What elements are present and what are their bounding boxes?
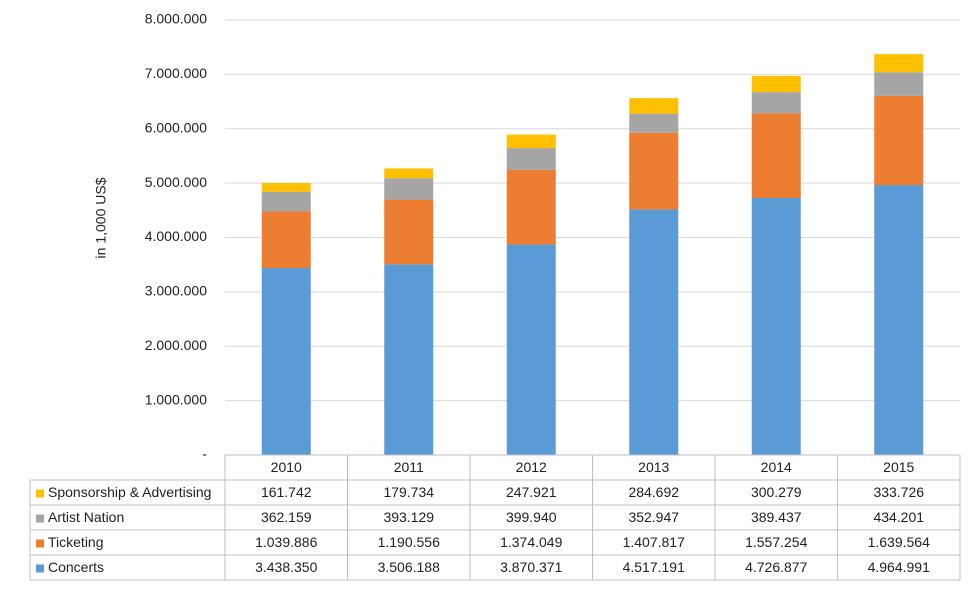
table-cell: 4.517.191 xyxy=(623,559,685,575)
y-tick-label: 4.000.000 xyxy=(145,228,207,244)
y-tick-label: 2.000.000 xyxy=(145,337,207,353)
x-tick-label: 2012 xyxy=(516,459,547,475)
legend-label: Concerts xyxy=(48,559,104,575)
table-cell: 4.726.877 xyxy=(745,559,807,575)
legend-swatch xyxy=(36,514,44,523)
bar-segment xyxy=(384,168,434,179)
y-tick-label: 1.000.000 xyxy=(145,391,207,407)
table-cell: 161.742 xyxy=(261,484,312,500)
table-cell: 4.964.991 xyxy=(868,559,930,575)
bar-segment xyxy=(751,92,801,114)
table-cell: 1.374.049 xyxy=(500,534,562,550)
table-cell: 1.407.817 xyxy=(623,534,685,550)
bar-segment xyxy=(629,98,679,114)
table-cell: 362.159 xyxy=(261,509,312,525)
table-cell: 352.947 xyxy=(628,509,679,525)
legend-label: Sponsorship & Advertising xyxy=(48,484,211,500)
table-cell: 3.506.188 xyxy=(378,559,440,575)
table-cell: 300.279 xyxy=(751,484,802,500)
bar-segment xyxy=(874,95,924,186)
bar-segment xyxy=(384,264,434,455)
table-cell: 3.870.371 xyxy=(500,559,562,575)
bar-segment xyxy=(751,197,801,455)
table-cell: 3.438.350 xyxy=(255,559,317,575)
legend-label: Artist Nation xyxy=(48,509,124,525)
bar-segment xyxy=(261,268,311,455)
x-tick-label: 2014 xyxy=(761,459,792,475)
table-cell: 333.726 xyxy=(873,484,924,500)
bar-segment xyxy=(384,178,434,200)
bar-segment xyxy=(874,54,924,73)
legend-swatch xyxy=(36,564,44,573)
bar-segment xyxy=(629,132,679,210)
x-tick-label: 2011 xyxy=(394,459,424,475)
table-cell: 393.129 xyxy=(383,509,434,525)
y-axis-label: in 1,000 US$ xyxy=(93,177,109,258)
y-tick-label: - xyxy=(202,446,207,462)
bar-segment xyxy=(261,191,311,212)
y-tick-label: 7.000.000 xyxy=(145,65,207,81)
x-tick-label: 2015 xyxy=(883,459,914,475)
table-cell: 284.692 xyxy=(628,484,679,500)
bar-segment xyxy=(261,211,311,269)
table-cell: 179.734 xyxy=(383,484,434,500)
bar-segment xyxy=(506,169,556,245)
legend-swatch xyxy=(36,489,44,498)
table-cell: 389.437 xyxy=(751,509,802,525)
table-cell: 399.940 xyxy=(506,509,557,525)
table-cell: 247.921 xyxy=(506,484,557,500)
bar-segment xyxy=(506,244,556,455)
bar-segment xyxy=(629,209,679,455)
bar-segment xyxy=(506,148,556,170)
table-cell: 1.190.556 xyxy=(378,534,440,550)
legend-label: Ticketing xyxy=(48,534,104,550)
bar-segment xyxy=(261,183,311,192)
y-tick-label: 8.000.000 xyxy=(145,11,207,27)
bar-segment xyxy=(629,113,679,133)
bar-segment xyxy=(506,134,556,149)
bar-segment xyxy=(751,75,801,93)
y-tick-label: 6.000.000 xyxy=(145,119,207,135)
table-cell: 434.201 xyxy=(873,509,924,525)
table-cell: 1.639.564 xyxy=(868,534,930,550)
table-cell: 1.039.886 xyxy=(255,534,317,550)
bar-segment xyxy=(874,72,924,96)
table-cell: 1.557.254 xyxy=(745,534,807,550)
x-tick-label: 2013 xyxy=(638,459,669,475)
x-tick-label: 2010 xyxy=(271,459,302,475)
y-tick-label: 5.000.000 xyxy=(145,174,207,190)
bar-segment xyxy=(751,113,801,198)
bar-segment xyxy=(874,185,924,455)
legend-swatch xyxy=(36,539,44,548)
bar-segment xyxy=(384,199,434,265)
y-tick-label: 3.000.000 xyxy=(145,283,207,299)
